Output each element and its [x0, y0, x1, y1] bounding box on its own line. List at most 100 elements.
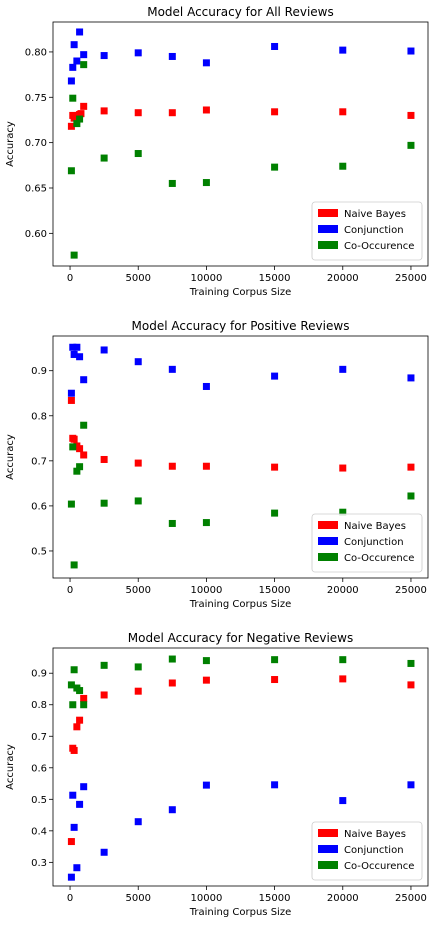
data-point [77, 110, 85, 118]
data-point [134, 150, 142, 158]
data-point [202, 179, 210, 187]
x-tick-label: 15000 [259, 893, 291, 904]
data-point [100, 848, 108, 856]
data-point [168, 679, 176, 687]
legend-label: Naive Bayes [344, 521, 406, 532]
data-point [70, 41, 78, 49]
data-point [407, 374, 415, 382]
legend-label: Conjunction [344, 845, 404, 856]
data-point [271, 656, 279, 664]
data-point [202, 657, 210, 665]
x-axis-label: Training Corpus Size [189, 907, 291, 918]
chart-2: Model Accuracy for Positive Reviews 0 5000… [5, 319, 429, 610]
legend: Naive Bayes Conjunction Co-Occurence [311, 821, 423, 881]
x-tick-label: 10000 [191, 893, 223, 904]
data-point [339, 675, 347, 683]
data-point [73, 723, 81, 731]
data-point [80, 51, 88, 59]
data-point [407, 141, 415, 149]
data-point [76, 28, 84, 36]
x-tick-label: 25000 [395, 893, 427, 904]
data-point [168, 519, 176, 527]
data-point [67, 122, 75, 130]
chart-title: Model Accuracy for Negative Reviews [128, 631, 354, 645]
data-point [339, 656, 347, 664]
data-point [100, 691, 108, 699]
data-point [134, 358, 142, 366]
legend-swatch [318, 521, 338, 529]
legend-label: Co-Occurence [344, 241, 414, 252]
data-point [69, 791, 77, 799]
data-point [80, 376, 88, 384]
data-point [73, 120, 81, 128]
data-point [67, 873, 75, 881]
x-tick-label: 5000 [126, 585, 151, 596]
data-point [69, 63, 77, 71]
data-point [73, 343, 81, 351]
data-point [70, 435, 78, 443]
data-point [202, 519, 210, 527]
data-point [271, 781, 279, 789]
data-point [80, 102, 88, 110]
legend-label: Naive Bayes [344, 829, 406, 840]
y-tick-label: 0.65 [25, 183, 47, 194]
data-point [73, 57, 81, 65]
legend-swatch [318, 225, 338, 233]
chart-1: Model Accuracy for All Reviews 0 5000 10000… [5, 5, 429, 298]
legend: Naive Bayes Conjunction Co-Occurence [311, 513, 423, 573]
x-tick-label: 20000 [327, 273, 359, 284]
data-point [69, 701, 77, 709]
data-point [76, 800, 84, 808]
y-tick-label: 0.9 [31, 669, 47, 680]
data-point [168, 655, 176, 663]
x-tick-label: 15000 [259, 585, 291, 596]
series-group [67, 343, 415, 397]
data-point [100, 52, 108, 60]
data-point [407, 111, 415, 119]
y-tick-label: 0.5 [31, 546, 47, 557]
legend-swatch [318, 241, 338, 249]
data-point [67, 838, 75, 846]
y-axis-label: Accuracy [5, 744, 16, 790]
x-tick-label: 10000 [191, 273, 223, 284]
data-point [271, 676, 279, 684]
y-axis-label: Accuracy [5, 434, 16, 480]
data-point [168, 365, 176, 373]
series-group [67, 655, 415, 709]
data-point [134, 459, 142, 467]
series-group [67, 396, 415, 472]
x-tick-label: 0 [67, 893, 73, 904]
data-point [100, 661, 108, 669]
y-tick-label: 0.4 [31, 826, 47, 837]
data-point [76, 716, 84, 724]
y-tick-label: 0.75 [25, 93, 47, 104]
legend-label: Conjunction [344, 225, 404, 236]
data-point [339, 365, 347, 373]
y-tick-label: 0.7 [31, 732, 47, 743]
data-point [73, 864, 81, 872]
data-point [80, 421, 88, 429]
x-tick-label: 25000 [395, 585, 427, 596]
x-tick-label: 5000 [126, 893, 151, 904]
data-point [202, 59, 210, 67]
data-point [69, 343, 77, 351]
chart-title: Model Accuracy for All Reviews [147, 5, 334, 19]
y-tick-label: 0.70 [25, 138, 47, 149]
legend-box [311, 821, 423, 881]
data-point [202, 106, 210, 114]
data-point [100, 499, 108, 507]
legend-swatch [318, 829, 338, 837]
legend-swatch [318, 537, 338, 545]
data-point [67, 77, 75, 85]
x-tick-label: 20000 [327, 893, 359, 904]
data-point [76, 445, 84, 453]
legend-box [311, 513, 423, 573]
data-point [76, 463, 84, 471]
series-group [67, 781, 415, 881]
plot-frame [52, 21, 429, 267]
data-point [202, 676, 210, 684]
x-tick-label: 0 [67, 273, 73, 284]
data-point [67, 500, 75, 508]
y-tick-label: 0.5 [31, 795, 47, 806]
series-group [67, 102, 415, 130]
